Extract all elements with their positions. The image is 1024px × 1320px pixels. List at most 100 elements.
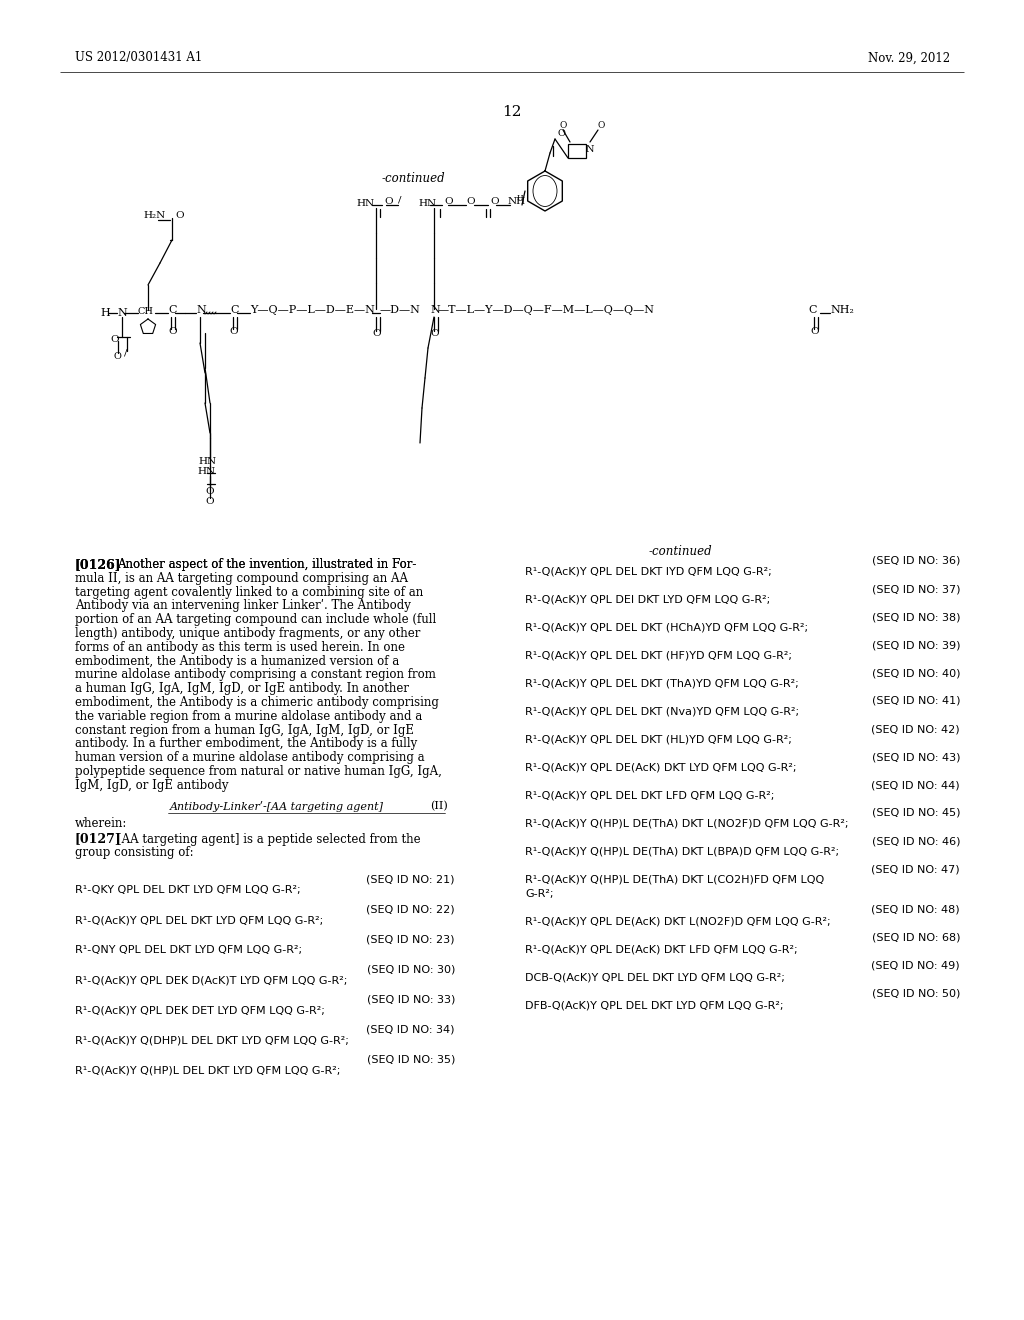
Text: US 2012/0301431 A1: US 2012/0301431 A1 [75, 51, 203, 65]
Text: O: O [490, 197, 499, 206]
Text: HN: HN [418, 198, 436, 207]
Text: R¹-Q(AcK)Y QPL DEL DKT IYD QFM LQQ G-R²;: R¹-Q(AcK)Y QPL DEL DKT IYD QFM LQQ G-R²; [525, 568, 772, 577]
Text: R¹-Q(AcK)Y QPL DEL DKT (HChA)YD QFM LQQ G-R²;: R¹-Q(AcK)Y QPL DEL DKT (HChA)YD QFM LQQ … [525, 623, 808, 634]
Text: HN: HN [198, 457, 216, 466]
Text: C: C [808, 305, 816, 315]
Text: H: H [100, 308, 110, 318]
Text: R¹-Q(AcK)Y Q(HP)L DE(ThA) DKT L(CO2H)FD QFM LQQ: R¹-Q(AcK)Y Q(HP)L DE(ThA) DKT L(CO2H)FD … [525, 875, 824, 884]
Text: N: N [196, 305, 206, 315]
Text: (SEQ ID NO: 45): (SEQ ID NO: 45) [871, 808, 961, 818]
Text: (SEQ ID NO: 37): (SEQ ID NO: 37) [871, 583, 961, 594]
Text: (SEQ ID NO: 34): (SEQ ID NO: 34) [367, 1024, 455, 1034]
Text: Another aspect of the invention, illustrated in For-: Another aspect of the invention, illustr… [117, 558, 417, 572]
Text: (SEQ ID NO: 49): (SEQ ID NO: 49) [871, 961, 961, 972]
Text: the variable region from a murine aldolase antibody and a: the variable region from a murine aldola… [75, 710, 422, 723]
Text: (SEQ ID NO: 23): (SEQ ID NO: 23) [367, 935, 455, 944]
Text: DFB-Q(AcK)Y QPL DEL DKT LYD QFM LQQ G-R²;: DFB-Q(AcK)Y QPL DEL DKT LYD QFM LQQ G-R²… [525, 1001, 783, 1010]
Text: (SEQ ID NO: 39): (SEQ ID NO: 39) [871, 640, 961, 649]
Text: O: O [113, 351, 121, 360]
Text: R¹-Q(AcK)Y Q(DHP)L DEL DKT LYD QFM LQQ G-R²;: R¹-Q(AcK)Y Q(DHP)L DEL DKT LYD QFM LQQ G… [75, 1035, 349, 1045]
Text: O: O [168, 327, 176, 337]
Text: R¹-Q(AcK)Y QPL DEL DKT (Nva)YD QFM LQQ G-R²;: R¹-Q(AcK)Y QPL DEL DKT (Nva)YD QFM LQQ G… [525, 708, 799, 717]
Text: (SEQ ID NO: 43): (SEQ ID NO: 43) [871, 752, 961, 762]
Text: G-R²;: G-R²; [525, 888, 554, 899]
Text: R¹-Q(AcK)Y QPL DEL DKT (HF)YD QFM LQQ G-R²;: R¹-Q(AcK)Y QPL DEL DKT (HF)YD QFM LQQ G-… [525, 651, 792, 661]
Text: Y—Q—P—L—D—E—N: Y—Q—P—L—D—E—N [250, 305, 375, 315]
Text: (II): (II) [430, 801, 447, 810]
Text: embodiment, the Antibody is a humanized version of a: embodiment, the Antibody is a humanized … [75, 655, 399, 668]
Text: O: O [430, 330, 438, 338]
Text: DCB-Q(AcK)Y QPL DEL DKT LYD QFM LQQ G-R²;: DCB-Q(AcK)Y QPL DEL DKT LYD QFM LQQ G-R²… [525, 972, 784, 982]
Text: (SEQ ID NO: 42): (SEQ ID NO: 42) [871, 723, 961, 734]
Text: R¹-Q(AcK)Y Q(HP)L DE(ThA) DKT L(NO2F)D QFM LQQ G-R²;: R¹-Q(AcK)Y Q(HP)L DE(ThA) DKT L(NO2F)D Q… [525, 818, 849, 829]
Text: (SEQ ID NO: 48): (SEQ ID NO: 48) [871, 906, 961, 915]
Text: R¹-Q(AcK)Y QPL DE(AcK) DKT LYD QFM LQQ G-R²;: R¹-Q(AcK)Y QPL DE(AcK) DKT LYD QFM LQQ G… [525, 763, 797, 774]
Text: O: O [205, 496, 214, 506]
Text: (SEQ ID NO: 38): (SEQ ID NO: 38) [871, 612, 961, 622]
Text: O: O [466, 197, 475, 206]
Text: HN: HN [356, 198, 374, 207]
Text: (SEQ ID NO: 41): (SEQ ID NO: 41) [871, 696, 961, 706]
Text: [0127]: [0127] [75, 833, 122, 846]
Text: (SEQ ID NO: 22): (SEQ ID NO: 22) [367, 904, 455, 915]
Text: Antibody via an intervening linker Linkerʹ. The Antibody: Antibody via an intervening linker Linke… [75, 599, 411, 612]
Text: C: C [230, 305, 239, 315]
Text: 12: 12 [502, 106, 522, 119]
Text: N: N [117, 308, 127, 318]
Text: human version of a murine aldolase antibody comprising a: human version of a murine aldolase antib… [75, 751, 425, 764]
Text: O: O [559, 121, 566, 131]
Text: (SEQ ID NO: 44): (SEQ ID NO: 44) [871, 780, 961, 789]
Text: (SEQ ID NO: 50): (SEQ ID NO: 50) [871, 989, 961, 999]
Text: targeting agent covalently linked to a combining site of an: targeting agent covalently linked to a c… [75, 586, 423, 598]
Text: R¹-Q(AcK)Y QPL DEL DKT (HL)YD QFM LQQ G-R²;: R¹-Q(AcK)Y QPL DEL DKT (HL)YD QFM LQQ G-… [525, 735, 792, 744]
Text: mula II, is an AA targeting compound comprising an AA: mula II, is an AA targeting compound com… [75, 572, 408, 585]
Text: polypeptide sequence from natural or native human IgG, IgA,: polypeptide sequence from natural or nat… [75, 766, 442, 777]
Text: -continued: -continued [382, 172, 445, 185]
Text: (SEQ ID NO: 30): (SEQ ID NO: 30) [367, 964, 455, 974]
Text: murine aldolase antibody comprising a constant region from: murine aldolase antibody comprising a co… [75, 668, 436, 681]
Text: constant region from a human IgG, IgA, IgM, IgD, or IgE: constant region from a human IgG, IgA, I… [75, 723, 414, 737]
Text: [0126]: [0126] [75, 558, 122, 572]
Text: O: O [598, 121, 605, 131]
Text: —D—N: —D—N [380, 305, 421, 315]
Text: O: O [110, 335, 119, 345]
Text: —T—L—Y—D—Q—F—M—L—Q—Q—N: —T—L—Y—D—Q—F—M—L—Q—Q—N [438, 305, 655, 315]
Text: R¹-Q(AcK)Y QPL DE(AcK) DKT L(NO2F)D QFM LQQ G-R²;: R¹-Q(AcK)Y QPL DE(AcK) DKT L(NO2F)D QFM … [525, 916, 830, 927]
Text: R¹-Q(AcK)Y Q(HP)L DE(ThA) DKT L(BPA)D QFM LQQ G-R²;: R¹-Q(AcK)Y Q(HP)L DE(ThA) DKT L(BPA)D QF… [525, 847, 839, 857]
Text: O: O [557, 129, 565, 139]
Text: forms of an antibody as this term is used herein. In one: forms of an antibody as this term is use… [75, 640, 406, 653]
Text: R¹-Q(AcK)Y QPL DE(AcK) DKT LFD QFM LQQ G-R²;: R¹-Q(AcK)Y QPL DE(AcK) DKT LFD QFM LQQ G… [525, 944, 798, 954]
Text: R¹-Q(AcK)Y QPL DEL DKT LYD QFM LQQ G-R²;: R¹-Q(AcK)Y QPL DEL DKT LYD QFM LQQ G-R²; [75, 915, 324, 925]
Text: H: H [517, 194, 523, 202]
Text: HN: HN [197, 466, 215, 475]
Text: C: C [168, 305, 176, 315]
Text: /: / [124, 348, 128, 358]
Text: (SEQ ID NO: 68): (SEQ ID NO: 68) [871, 933, 961, 942]
Text: portion of an AA targeting compound can include whole (full: portion of an AA targeting compound can … [75, 614, 436, 626]
Text: IgM, IgD, or IgE antibody: IgM, IgD, or IgE antibody [75, 779, 228, 792]
Text: R¹-Q(AcK)Y QPL DEL DKT (ThA)YD QFM LQQ G-R²;: R¹-Q(AcK)Y QPL DEL DKT (ThA)YD QFM LQQ G… [525, 678, 799, 689]
Text: R¹-Q(AcK)Y QPL DEK D(AcK)T LYD QFM LQQ G-R²;: R¹-Q(AcK)Y QPL DEK D(AcK)T LYD QFM LQQ G… [75, 975, 347, 985]
Text: a human IgG, IgA, IgM, IgD, or IgE antibody. In another: a human IgG, IgA, IgM, IgD, or IgE antib… [75, 682, 409, 696]
Text: N: N [586, 144, 595, 153]
Text: R¹-Q(AcK)Y QPL DEL DKT LFD QFM LQQ G-R²;: R¹-Q(AcK)Y QPL DEL DKT LFD QFM LQQ G-R²; [525, 791, 774, 801]
Text: R¹-Q(AcK)Y Q(HP)L DEL DKT LYD QFM LQQ G-R²;: R¹-Q(AcK)Y Q(HP)L DEL DKT LYD QFM LQQ G-… [75, 1065, 340, 1076]
Text: R¹-Q(AcK)Y QPL DEI DKT LYD QFM LQQ G-R²;: R¹-Q(AcK)Y QPL DEI DKT LYD QFM LQQ G-R²; [525, 595, 770, 605]
Text: NH: NH [508, 197, 526, 206]
Text: embodiment, the Antibody is a chimeric antibody comprising: embodiment, the Antibody is a chimeric a… [75, 696, 439, 709]
Text: -continued: -continued [648, 545, 712, 558]
Text: O: O [444, 197, 453, 206]
Text: Antibody-Linkerʹ-[AA targeting agent]: Antibody-Linkerʹ-[AA targeting agent] [170, 801, 384, 812]
Text: R¹-QNY QPL DEL DKT LYD QFM LQQ G-R²;: R¹-QNY QPL DEL DKT LYD QFM LQQ G-R²; [75, 945, 302, 956]
Text: H₂N: H₂N [143, 210, 165, 219]
Text: [AA targeting agent] is a peptide selected from the: [AA targeting agent] is a peptide select… [117, 833, 421, 846]
Text: (SEQ ID NO: 36): (SEQ ID NO: 36) [871, 556, 961, 566]
Text: CH: CH [138, 306, 154, 315]
Text: (SEQ ID NO: 21): (SEQ ID NO: 21) [367, 874, 455, 884]
Text: R¹-Q(AcK)Y QPL DEK DET LYD QFM LQQ G-R²;: R¹-Q(AcK)Y QPL DEK DET LYD QFM LQQ G-R²; [75, 1006, 325, 1015]
Text: wherein:: wherein: [75, 817, 127, 829]
Text: O: O [384, 197, 392, 206]
Text: (SEQ ID NO: 47): (SEQ ID NO: 47) [871, 865, 961, 874]
Text: (SEQ ID NO: 35): (SEQ ID NO: 35) [367, 1055, 455, 1064]
Text: Another aspect of the invention, illustrated in For-: Another aspect of the invention, illustr… [117, 558, 417, 572]
